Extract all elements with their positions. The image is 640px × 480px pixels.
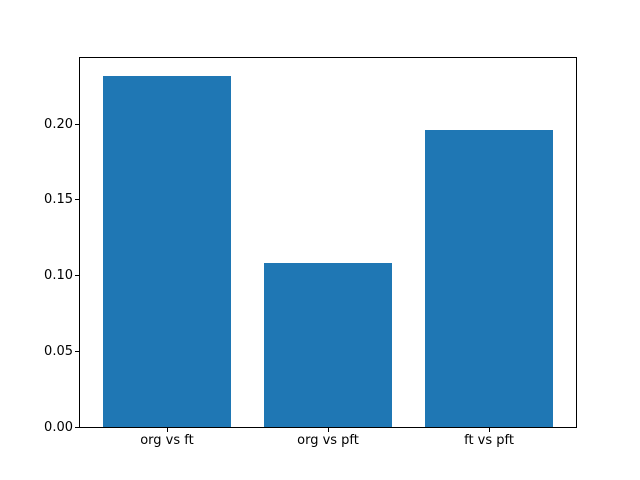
y-tick-label: 0.05 [44,343,73,359]
bar-ft-vs-pft [424,130,554,427]
x-tick-label: ft vs pft [464,433,514,448]
bar-org-vs-ft [102,75,232,427]
y-tick-label: 0.15 [44,192,73,208]
y-tick-mark [75,275,79,277]
y-tick-mark [75,426,79,428]
y-tick-label: 0.00 [44,419,73,435]
x-tick-mark [489,428,491,432]
y-tick-label: 0.10 [44,268,73,284]
y-tick-label: 0.20 [44,116,73,132]
x-tick-label: org vs pft [297,433,359,448]
y-tick-mark [75,123,79,125]
y-tick-mark [75,350,79,352]
x-tick-mark [166,428,168,432]
y-tick-mark [75,199,79,201]
x-tick-mark [328,428,329,432]
bar-org-vs-pft [263,263,393,427]
x-tick-label: org vs ft [140,433,194,448]
plot-area [79,57,577,428]
